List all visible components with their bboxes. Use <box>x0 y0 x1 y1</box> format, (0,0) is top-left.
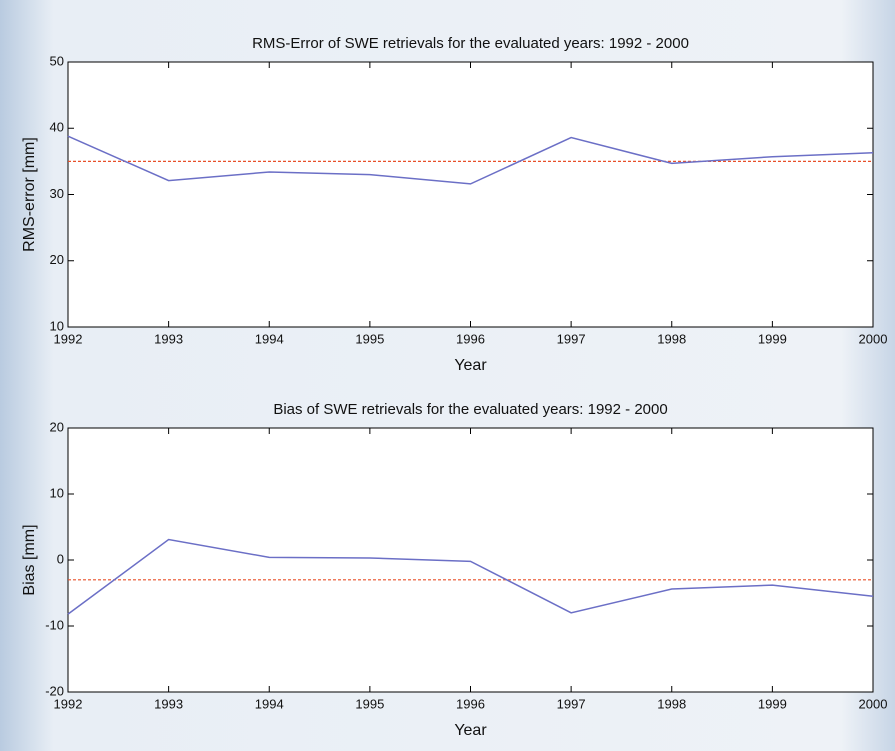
x-tick-label: 1993 <box>154 696 183 711</box>
y-tick-label: 10 <box>50 318 64 333</box>
y-axis-label: RMS-error [mm] <box>21 137 38 252</box>
data-line <box>67 538 874 615</box>
x-tick-label: 1995 <box>355 696 384 711</box>
y-tick-label: 0 <box>57 551 64 566</box>
chart-title: RMS-Error of SWE retrievals for the eval… <box>252 35 689 52</box>
y-tick-label: 20 <box>50 419 64 434</box>
x-axis-label: Year <box>454 357 487 374</box>
x-tick-label: 1996 <box>456 696 485 711</box>
x-tick-label: 1998 <box>657 331 686 346</box>
x-tick-label: 1992 <box>54 331 83 346</box>
y-tick-label: 50 <box>50 53 64 68</box>
x-tick-label: 1992 <box>54 696 83 711</box>
x-tick-label: 1994 <box>255 696 284 711</box>
x-tick-label: 1994 <box>255 331 284 346</box>
x-tick-label: 1999 <box>758 696 787 711</box>
y-tick-label: 40 <box>50 120 64 135</box>
x-tick-label: 1997 <box>557 331 586 346</box>
x-tick-label: 1995 <box>355 331 384 346</box>
plot-area <box>67 427 874 693</box>
y-tick-label: 10 <box>50 485 64 500</box>
y-tick-label: -20 <box>45 683 64 698</box>
x-tick-label: 1999 <box>758 331 787 346</box>
data-line <box>67 135 874 185</box>
x-axis-label: Year <box>454 722 487 739</box>
x-tick-label: 2000 <box>859 331 888 346</box>
x-tick-label: 1993 <box>154 331 183 346</box>
x-tick-label: 2000 <box>859 696 888 711</box>
y-tick-label: 20 <box>50 252 64 267</box>
plot-area <box>67 61 874 328</box>
y-tick-label: 30 <box>50 186 64 201</box>
y-tick-label: -10 <box>45 617 64 632</box>
x-tick-label: 1997 <box>557 696 586 711</box>
x-tick-label: 1996 <box>456 331 485 346</box>
x-tick-label: 1998 <box>657 696 686 711</box>
y-axis-label: Bias [mm] <box>21 524 38 595</box>
chart-title: Bias of SWE retrievals for the evaluated… <box>273 401 667 418</box>
